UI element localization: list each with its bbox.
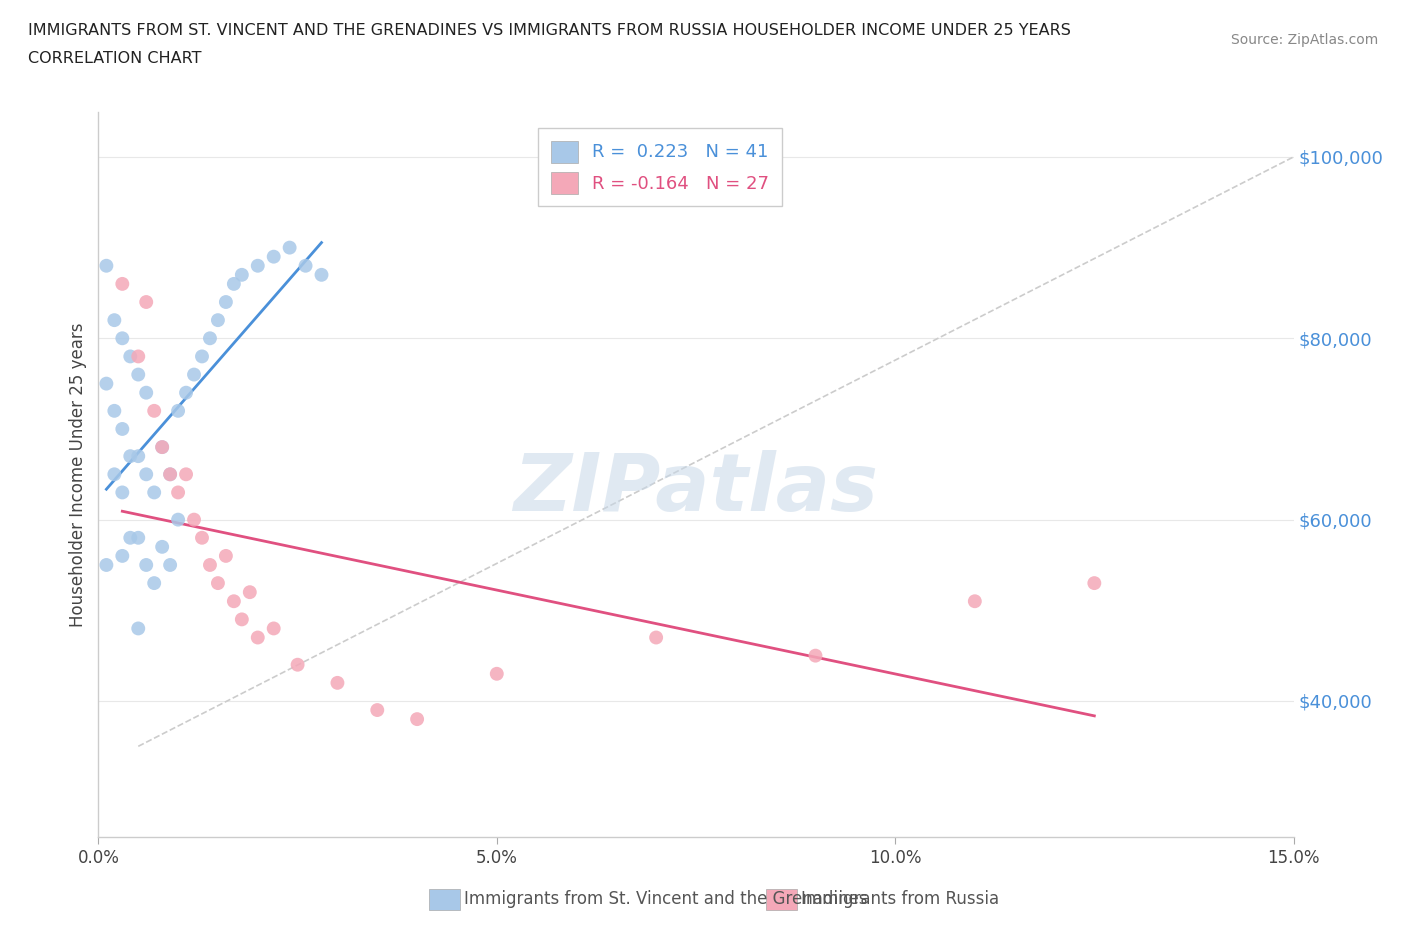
Point: [278, 240, 301, 255]
Point: [120, 449, 142, 464]
Point: [103, 404, 125, 418]
Point: [96, 558, 118, 573]
Point: [294, 259, 316, 273]
Point: [159, 467, 181, 482]
Text: ZIPatlas: ZIPatlas: [513, 450, 879, 528]
Point: [231, 268, 253, 283]
Point: [198, 558, 221, 573]
Point: [127, 621, 149, 636]
Point: [645, 631, 668, 645]
Point: [167, 485, 190, 500]
Point: [222, 276, 245, 291]
Point: [1083, 576, 1105, 591]
Point: [366, 703, 388, 718]
Point: [135, 385, 157, 400]
Point: [111, 485, 134, 500]
Point: [174, 467, 197, 482]
Text: IMMIGRANTS FROM ST. VINCENT AND THE GRENADINES VS IMMIGRANTS FROM RUSSIA HOUSEHO: IMMIGRANTS FROM ST. VINCENT AND THE GREN…: [28, 23, 1071, 38]
Point: [159, 467, 181, 482]
Point: [150, 440, 173, 455]
Point: [111, 549, 134, 564]
Point: [143, 576, 166, 591]
Point: [167, 512, 190, 527]
Point: [263, 621, 285, 636]
Y-axis label: Householder Income Under 25 years: Householder Income Under 25 years: [69, 322, 87, 627]
Point: [103, 312, 125, 327]
Point: [406, 711, 429, 726]
Legend: R =  0.223   N = 41, R = -0.164   N = 27: R = 0.223 N = 41, R = -0.164 N = 27: [538, 128, 782, 206]
Point: [804, 648, 827, 663]
Text: Immigrants from St. Vincent and the Grenadines: Immigrants from St. Vincent and the Gren…: [464, 890, 868, 909]
Point: [246, 631, 269, 645]
Point: [127, 349, 149, 364]
Point: [111, 276, 134, 291]
Point: [167, 404, 190, 418]
Point: [207, 576, 229, 591]
Point: [127, 530, 149, 545]
Point: [215, 295, 238, 310]
Point: [96, 259, 118, 273]
Point: [485, 667, 508, 682]
Point: [135, 467, 157, 482]
Point: [143, 485, 166, 500]
Point: [246, 259, 269, 273]
Point: [143, 404, 166, 418]
Point: [239, 585, 262, 600]
Point: [103, 467, 125, 482]
Point: [326, 675, 349, 690]
Point: [963, 594, 986, 609]
Point: [222, 594, 245, 609]
Point: [231, 612, 253, 627]
Point: [215, 549, 238, 564]
Point: [174, 385, 197, 400]
Point: [120, 349, 142, 364]
Point: [207, 312, 229, 327]
Text: Immigrants from Russia: Immigrants from Russia: [801, 890, 1000, 909]
Point: [135, 295, 157, 310]
Point: [263, 249, 285, 264]
Point: [287, 658, 309, 672]
Point: [150, 539, 173, 554]
Point: [159, 558, 181, 573]
Point: [127, 367, 149, 382]
Point: [127, 449, 149, 464]
Point: [191, 530, 214, 545]
Point: [150, 440, 173, 455]
Point: [198, 331, 221, 346]
Point: [120, 530, 142, 545]
Point: [311, 268, 333, 283]
Text: CORRELATION CHART: CORRELATION CHART: [28, 51, 201, 66]
Point: [96, 377, 118, 392]
Point: [183, 512, 205, 527]
Point: [191, 349, 214, 364]
Point: [111, 421, 134, 436]
Point: [183, 367, 205, 382]
Text: Source: ZipAtlas.com: Source: ZipAtlas.com: [1230, 33, 1378, 46]
Point: [111, 331, 134, 346]
Point: [135, 558, 157, 573]
